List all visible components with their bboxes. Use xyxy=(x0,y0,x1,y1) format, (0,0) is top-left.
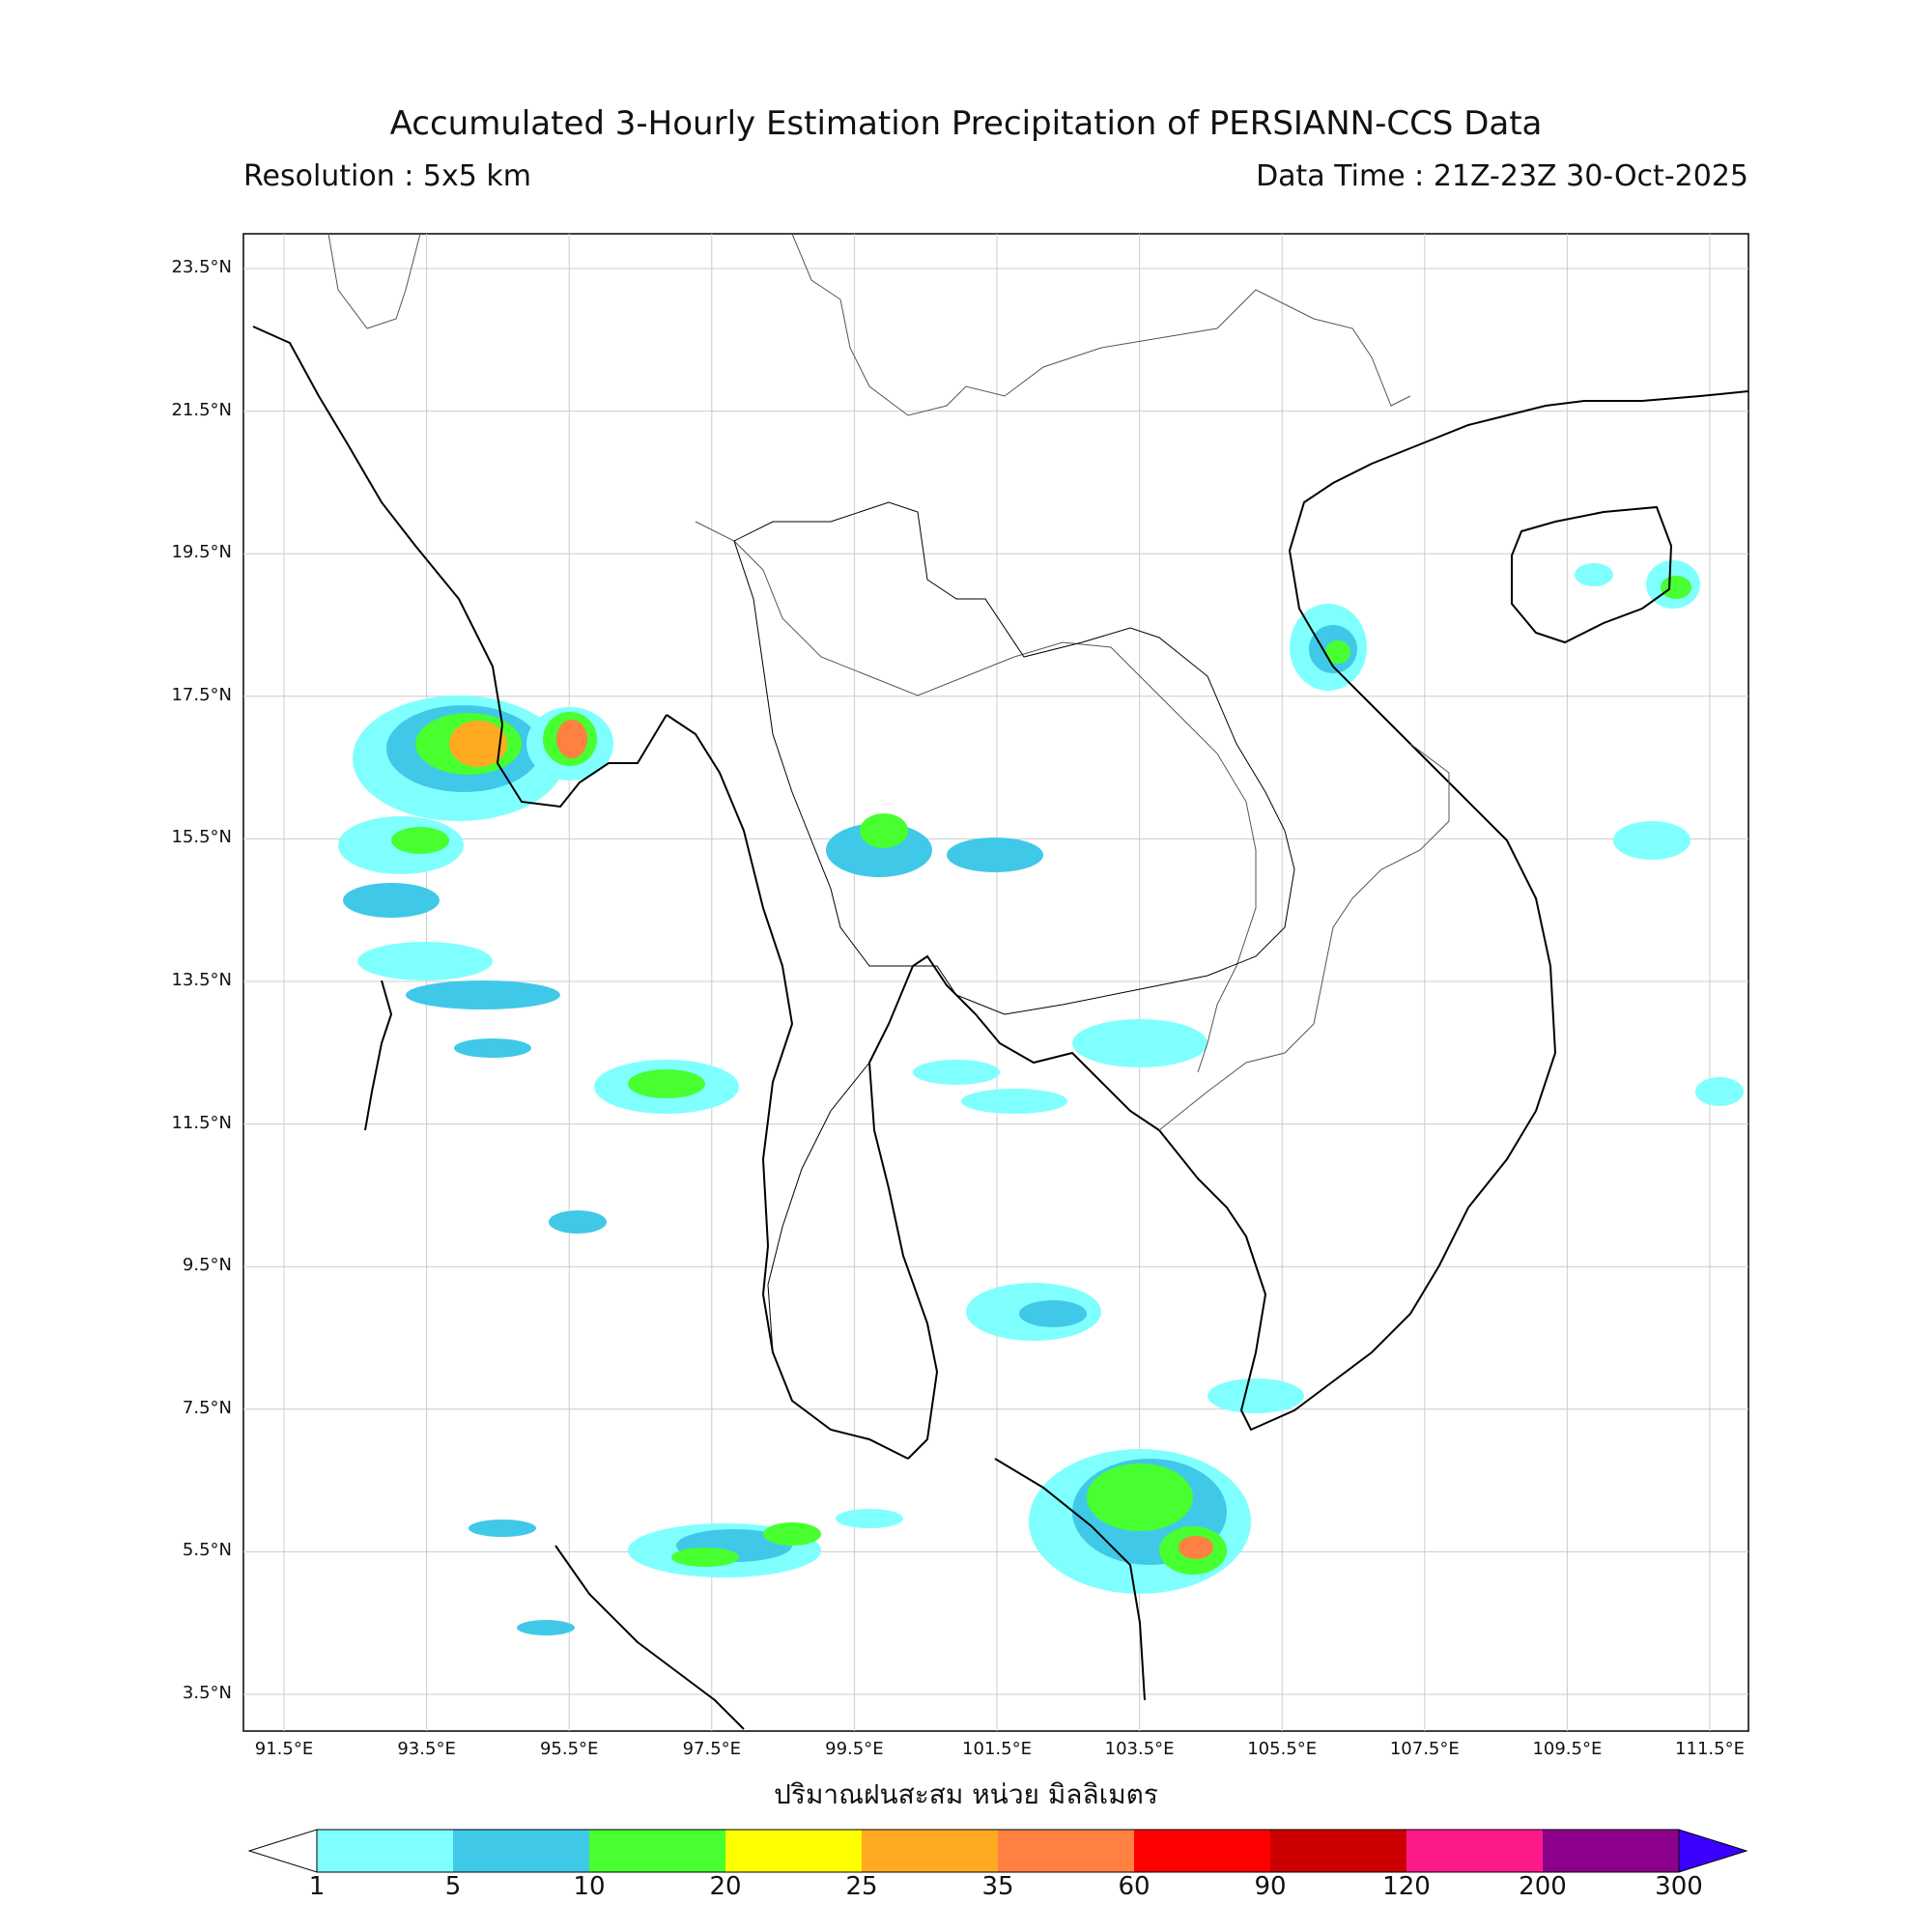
colorbar-swatch xyxy=(589,1830,725,1872)
lon-tick-label: 111.5°E xyxy=(1675,1739,1745,1759)
colorbar-outline xyxy=(316,1829,1680,1873)
rain-cell xyxy=(1019,1300,1087,1327)
thailand-outline xyxy=(733,540,913,967)
lat-tick-label: 19.5°N xyxy=(171,542,232,563)
colorbar-swatch xyxy=(1406,1830,1543,1872)
lat-tick-label: 21.5°N xyxy=(171,399,232,420)
colorbar-tick-label: 1 xyxy=(308,1872,326,1901)
lon-tick-label: 93.5°E xyxy=(397,1739,456,1759)
colorbar-tick-label: 300 xyxy=(1655,1872,1703,1901)
rain-cell xyxy=(454,1038,531,1058)
rain-cell xyxy=(1208,1378,1304,1413)
coastline xyxy=(554,1545,745,1730)
rain-cell xyxy=(961,1089,1067,1114)
rain-cell xyxy=(628,1069,705,1098)
resolution-label: Resolution : 5x5 km xyxy=(243,159,531,193)
rain-cell xyxy=(406,980,560,1009)
border xyxy=(1158,743,1450,1131)
thailand-outline xyxy=(733,501,1295,1460)
coastline xyxy=(252,326,668,809)
lat-tick-label: 3.5°N xyxy=(182,1683,232,1703)
lon-tick-label: 103.5°E xyxy=(1104,1739,1175,1759)
rain-cell xyxy=(913,1060,1000,1085)
colorbar-tick-label: 60 xyxy=(1118,1872,1151,1901)
rain-cell xyxy=(343,883,440,918)
rain-cell xyxy=(836,1509,903,1528)
colorbar-swatch xyxy=(317,1830,453,1872)
rain-cell xyxy=(671,1548,739,1567)
rain-cell xyxy=(556,720,587,758)
rain-cell xyxy=(391,827,449,854)
rain-cell xyxy=(1179,1536,1213,1559)
lat-tick-label: 15.5°N xyxy=(171,827,232,848)
colorbar-swatch xyxy=(453,1830,589,1872)
rain-cell xyxy=(517,1620,575,1635)
colorbar-tick-label: 120 xyxy=(1382,1872,1431,1901)
lon-tick-label: 109.5°E xyxy=(1532,1739,1603,1759)
colorbar-swatch xyxy=(1543,1830,1679,1872)
colorbar-caption: ปริมาณฝนสะสม หน่วย มิลลิเมตร xyxy=(774,1778,1158,1810)
rain-cell xyxy=(947,838,1043,872)
lat-tick-label: 9.5°N xyxy=(182,1255,232,1276)
colorbar-upper-extend xyxy=(1678,1829,1748,1873)
gridlines xyxy=(243,234,1748,1731)
lon-tick-label: 91.5°E xyxy=(254,1739,314,1759)
rain-cell xyxy=(763,1522,821,1546)
rain-cell xyxy=(469,1520,536,1537)
rain-cell xyxy=(357,942,493,980)
coastline xyxy=(364,980,393,1131)
map-title: Accumulated 3-Hourly Estimation Precipit… xyxy=(389,104,1543,143)
coastline xyxy=(1158,390,1749,1432)
lon-tick-label: 99.5°E xyxy=(825,1739,884,1759)
border xyxy=(327,233,421,329)
lon-tick-label: 107.5°E xyxy=(1389,1739,1460,1759)
lat-tick-label: 17.5°N xyxy=(171,684,232,705)
colorbar-tick-label: 90 xyxy=(1254,1872,1287,1901)
rain-cell xyxy=(549,1210,607,1234)
colorbar-swatch xyxy=(998,1830,1134,1872)
rain-cell xyxy=(449,721,507,767)
lon-tick-label: 105.5°E xyxy=(1247,1739,1318,1759)
rain-cell xyxy=(860,813,908,848)
colorbar-swatch xyxy=(1270,1830,1406,1872)
lon-tick-label: 101.5°E xyxy=(962,1739,1032,1759)
rain-cell xyxy=(1695,1077,1744,1106)
rain-cell xyxy=(1325,640,1350,664)
rain-cell xyxy=(1575,563,1613,586)
colorbar-tick-label: 35 xyxy=(981,1872,1014,1901)
colorbar-tick-label: 200 xyxy=(1519,1872,1567,1901)
rain-cell xyxy=(1087,1463,1193,1531)
colorbar-tick-label: 25 xyxy=(845,1872,878,1901)
lon-tick-label: 95.5°E xyxy=(539,1739,599,1759)
thailand-admin-boundaries xyxy=(733,501,1295,1460)
data-time-label: Data Time : 21Z-23Z 30-Oct-2025 xyxy=(1256,159,1748,193)
lat-tick-label: 13.5°N xyxy=(171,970,232,990)
colorbar-lower-extend xyxy=(247,1829,318,1873)
colorbar-swatch xyxy=(1134,1830,1270,1872)
lat-tick-label: 11.5°N xyxy=(171,1112,232,1133)
rain-cell xyxy=(1661,576,1691,599)
lat-tick-label: 23.5°N xyxy=(171,257,232,277)
borders xyxy=(327,233,1450,1131)
border xyxy=(791,233,1411,416)
colorbar-swatch xyxy=(862,1830,998,1872)
colorbar xyxy=(247,1829,1748,1873)
lon-tick-label: 97.5°E xyxy=(682,1739,742,1759)
rain-cell xyxy=(1072,1019,1208,1067)
lat-tick-label: 7.5°N xyxy=(182,1397,232,1418)
colorbar-tick-label: 10 xyxy=(573,1872,606,1901)
colorbar-swatch xyxy=(725,1830,862,1872)
border xyxy=(695,521,1257,1073)
coastline xyxy=(1511,505,1673,644)
lat-tick-label: 5.5°N xyxy=(182,1540,232,1561)
colorbar-tick-label: 5 xyxy=(444,1872,462,1901)
colorbar-tick-label: 20 xyxy=(709,1872,742,1901)
coastline xyxy=(994,1458,1146,1701)
rain-cell xyxy=(1613,821,1690,860)
